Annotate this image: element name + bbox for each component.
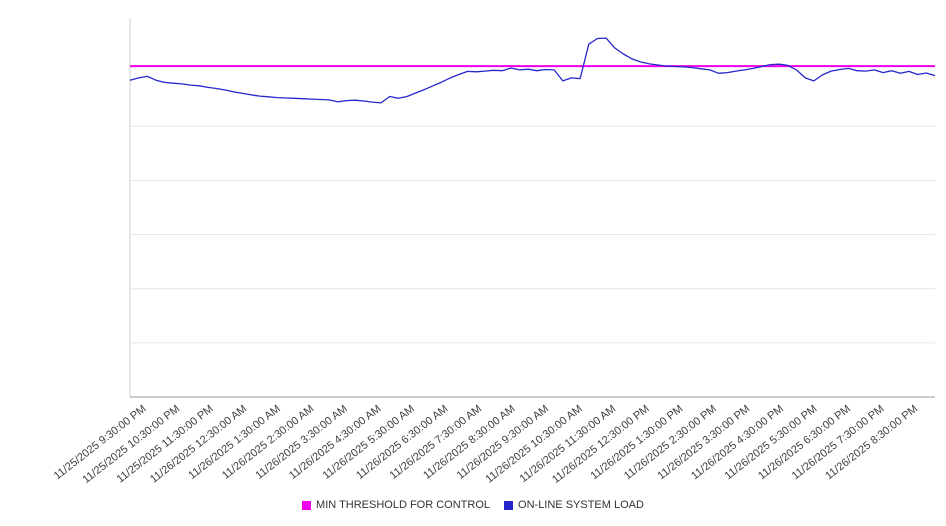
legend-swatch-min-threshold: [302, 500, 312, 510]
legend-item-system-load[interactable]: ON-LINE SYSTEM LOAD: [504, 499, 644, 511]
legend-label-system-load: ON-LINE SYSTEM LOAD: [518, 499, 644, 511]
legend-swatch-system-load: [504, 500, 514, 510]
legend-item-min-threshold[interactable]: MIN THRESHOLD FOR CONTROL: [302, 499, 490, 511]
system-load-line: [129, 37, 936, 104]
legend-label-min-threshold: MIN THRESHOLD FOR CONTROL: [316, 499, 491, 511]
chart-legend: MIN THRESHOLD FOR CONTROL ON-LINE SYSTEM…: [0, 494, 946, 516]
